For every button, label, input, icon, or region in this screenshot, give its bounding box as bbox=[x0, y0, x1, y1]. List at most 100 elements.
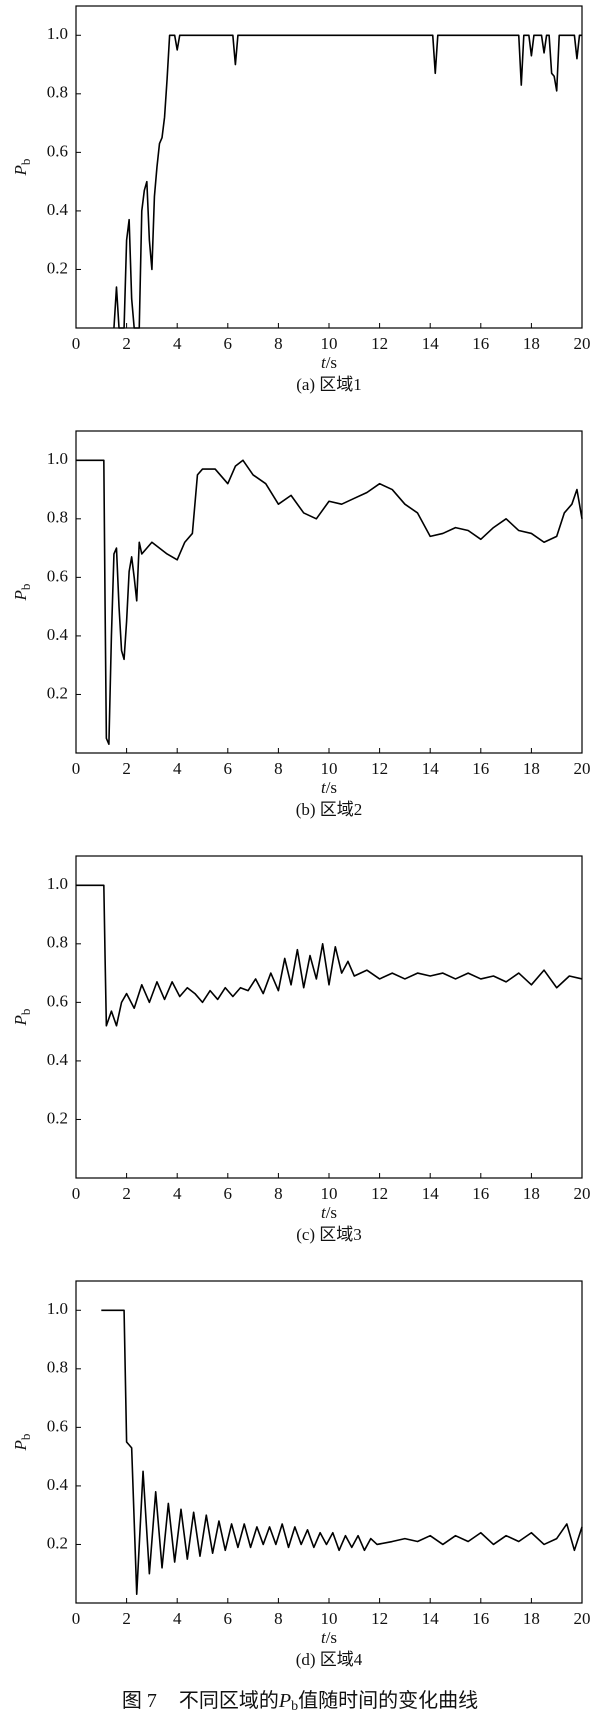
y-tick-label: 0.8 bbox=[47, 508, 68, 527]
x-tick-label: 2 bbox=[122, 759, 131, 778]
x-label-symbol: t bbox=[321, 353, 327, 372]
x-label-symbol: t bbox=[321, 1628, 327, 1647]
x-tick-label: 10 bbox=[321, 759, 338, 778]
caption-text: 值随时间的变化曲线 bbox=[298, 1689, 478, 1712]
x-tick-label: 4 bbox=[173, 1609, 182, 1628]
x-tick-label: 18 bbox=[523, 334, 540, 353]
x-tick-label: 0 bbox=[72, 759, 81, 778]
caption-number: 图 7 bbox=[122, 1690, 157, 1712]
y-label-subscript: b bbox=[18, 159, 33, 166]
x-label-unit: /s bbox=[326, 1628, 337, 1647]
chart-subtitle: (c) 区域3 bbox=[296, 1225, 362, 1244]
x-tick-label: 14 bbox=[422, 1609, 440, 1628]
x-axis-label: t/s bbox=[321, 1203, 337, 1222]
y-tick-label: 1.0 bbox=[47, 449, 68, 468]
x-tick-label: 20 bbox=[574, 334, 591, 353]
y-tick-label: 0.2 bbox=[47, 683, 68, 702]
x-tick-label: 6 bbox=[224, 759, 233, 778]
x-tick-label: 8 bbox=[274, 1609, 283, 1628]
x-tick-label: 14 bbox=[422, 334, 440, 353]
x-label-unit: /s bbox=[326, 1203, 337, 1222]
plot-frame bbox=[75, 855, 583, 1179]
y-label-symbol: P bbox=[11, 1015, 30, 1026]
y-label-symbol: P bbox=[11, 165, 30, 176]
x-tick-label: 2 bbox=[122, 1184, 131, 1203]
x-axis-label: t/s bbox=[321, 1628, 337, 1647]
plot-frame bbox=[75, 430, 583, 754]
y-tick-label: 1.0 bbox=[47, 24, 68, 43]
y-tick-label: 0.6 bbox=[47, 566, 68, 585]
chart-panel: 0 2 4 6 8 10 12 14 16 18 20 0.2 0.4 0.6 0.8 1.0 t/s (b) 区… bbox=[11, 430, 591, 819]
x-tick-label: 0 bbox=[72, 334, 81, 353]
x-label-unit: /s bbox=[326, 778, 337, 797]
y-tick-label: 0.8 bbox=[47, 1358, 68, 1377]
y-axis-label: Pb bbox=[11, 584, 33, 602]
y-tick-label: 0.8 bbox=[47, 83, 68, 102]
x-tick-label: 14 bbox=[422, 1184, 440, 1203]
figure-caption: 图 7 不同区域的Pb值随时间的变化曲线 bbox=[122, 1689, 478, 1715]
x-label-symbol: t bbox=[321, 1203, 327, 1222]
x-tick-label: 2 bbox=[122, 1609, 131, 1628]
data-line bbox=[76, 459, 583, 746]
x-tick-label: 16 bbox=[472, 334, 489, 353]
caption-subscript: b bbox=[291, 1699, 298, 1714]
data-line bbox=[113, 34, 582, 329]
x-tick-label: 4 bbox=[173, 334, 182, 353]
x-tick-label: 16 bbox=[472, 1184, 489, 1203]
x-tick-label: 4 bbox=[173, 1184, 182, 1203]
x-tick-label: 18 bbox=[523, 759, 540, 778]
x-tick-label: 12 bbox=[371, 1609, 388, 1628]
plot-frame bbox=[75, 5, 583, 329]
y-tick-label: 0.6 bbox=[47, 991, 68, 1010]
x-tick-label: 0 bbox=[72, 1609, 81, 1628]
x-tick-label: 12 bbox=[371, 1184, 388, 1203]
chart-subtitle: (a) 区域1 bbox=[296, 375, 362, 394]
data-line bbox=[101, 1309, 583, 1596]
y-axis-label: Pb bbox=[11, 159, 33, 177]
chart-panel: 0 2 4 6 8 10 12 14 16 18 20 0.2 0.4 0.6 0.8 1.0 t/s (d) 区… bbox=[11, 1280, 591, 1669]
x-tick-label: 8 bbox=[274, 1184, 283, 1203]
chart-panel: 0 2 4 6 8 10 12 14 16 18 20 0.2 0.4 0.6 0.8 1.0 t/s (a) 区… bbox=[11, 5, 591, 394]
y-label-symbol: P bbox=[11, 1440, 30, 1451]
x-axis-label: t/s bbox=[321, 353, 337, 372]
x-tick-label: 8 bbox=[274, 759, 283, 778]
x-tick-label: 16 bbox=[472, 1609, 489, 1628]
x-tick-label: 20 bbox=[574, 1609, 591, 1628]
x-tick-label: 6 bbox=[224, 1184, 233, 1203]
y-tick-label: 0.4 bbox=[47, 625, 69, 644]
y-label-subscript: b bbox=[18, 584, 33, 591]
y-tick-label: 0.4 bbox=[47, 1050, 69, 1069]
y-tick-label: 0.6 bbox=[47, 141, 68, 160]
y-tick-label: 0.4 bbox=[47, 1475, 69, 1494]
x-axis-label: t/s bbox=[321, 778, 337, 797]
x-label-unit: /s bbox=[326, 353, 337, 372]
x-label-symbol: t bbox=[321, 778, 327, 797]
data-line bbox=[76, 884, 583, 1027]
x-tick-label: 20 bbox=[574, 759, 591, 778]
x-tick-label: 10 bbox=[321, 1184, 338, 1203]
x-tick-label: 4 bbox=[173, 759, 182, 778]
x-tick-label: 0 bbox=[72, 1184, 81, 1203]
x-tick-label: 10 bbox=[321, 334, 338, 353]
y-tick-label: 0.2 bbox=[47, 258, 68, 277]
x-tick-label: 10 bbox=[321, 1609, 338, 1628]
y-axis-label: Pb bbox=[11, 1009, 33, 1027]
caption-symbol: P bbox=[278, 1690, 291, 1712]
x-tick-label: 18 bbox=[523, 1184, 540, 1203]
x-tick-label: 12 bbox=[371, 759, 388, 778]
y-label-subscript: b bbox=[18, 1009, 33, 1016]
chart-panel: 0 2 4 6 8 10 12 14 16 18 20 0.2 0.4 0.6 0.8 1.0 t/s (c) 区… bbox=[11, 855, 591, 1244]
caption-text: 不同区域的 bbox=[179, 1689, 279, 1712]
plot-frame bbox=[75, 1280, 583, 1604]
x-tick-label: 6 bbox=[224, 334, 233, 353]
x-tick-label: 16 bbox=[472, 759, 489, 778]
y-tick-label: 0.2 bbox=[47, 1533, 68, 1552]
y-tick-label: 0.6 bbox=[47, 1416, 68, 1435]
y-tick-label: 0.8 bbox=[47, 933, 68, 952]
x-tick-label: 12 bbox=[371, 334, 388, 353]
y-tick-label: 1.0 bbox=[47, 1299, 68, 1318]
y-tick-label: 0.2 bbox=[47, 1108, 68, 1127]
y-tick-label: 1.0 bbox=[47, 874, 68, 893]
x-tick-label: 20 bbox=[574, 1184, 591, 1203]
